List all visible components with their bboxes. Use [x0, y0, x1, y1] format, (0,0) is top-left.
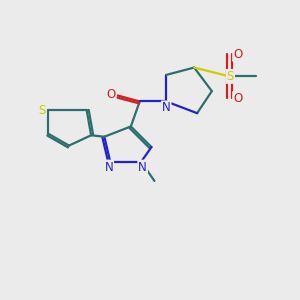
Text: N: N: [162, 101, 171, 114]
Text: S: S: [38, 104, 46, 117]
Text: O: O: [233, 92, 242, 105]
Text: S: S: [227, 70, 234, 83]
Text: O: O: [233, 48, 242, 61]
Text: N: N: [104, 160, 113, 174]
Text: N: N: [138, 160, 147, 174]
Text: O: O: [106, 88, 116, 100]
